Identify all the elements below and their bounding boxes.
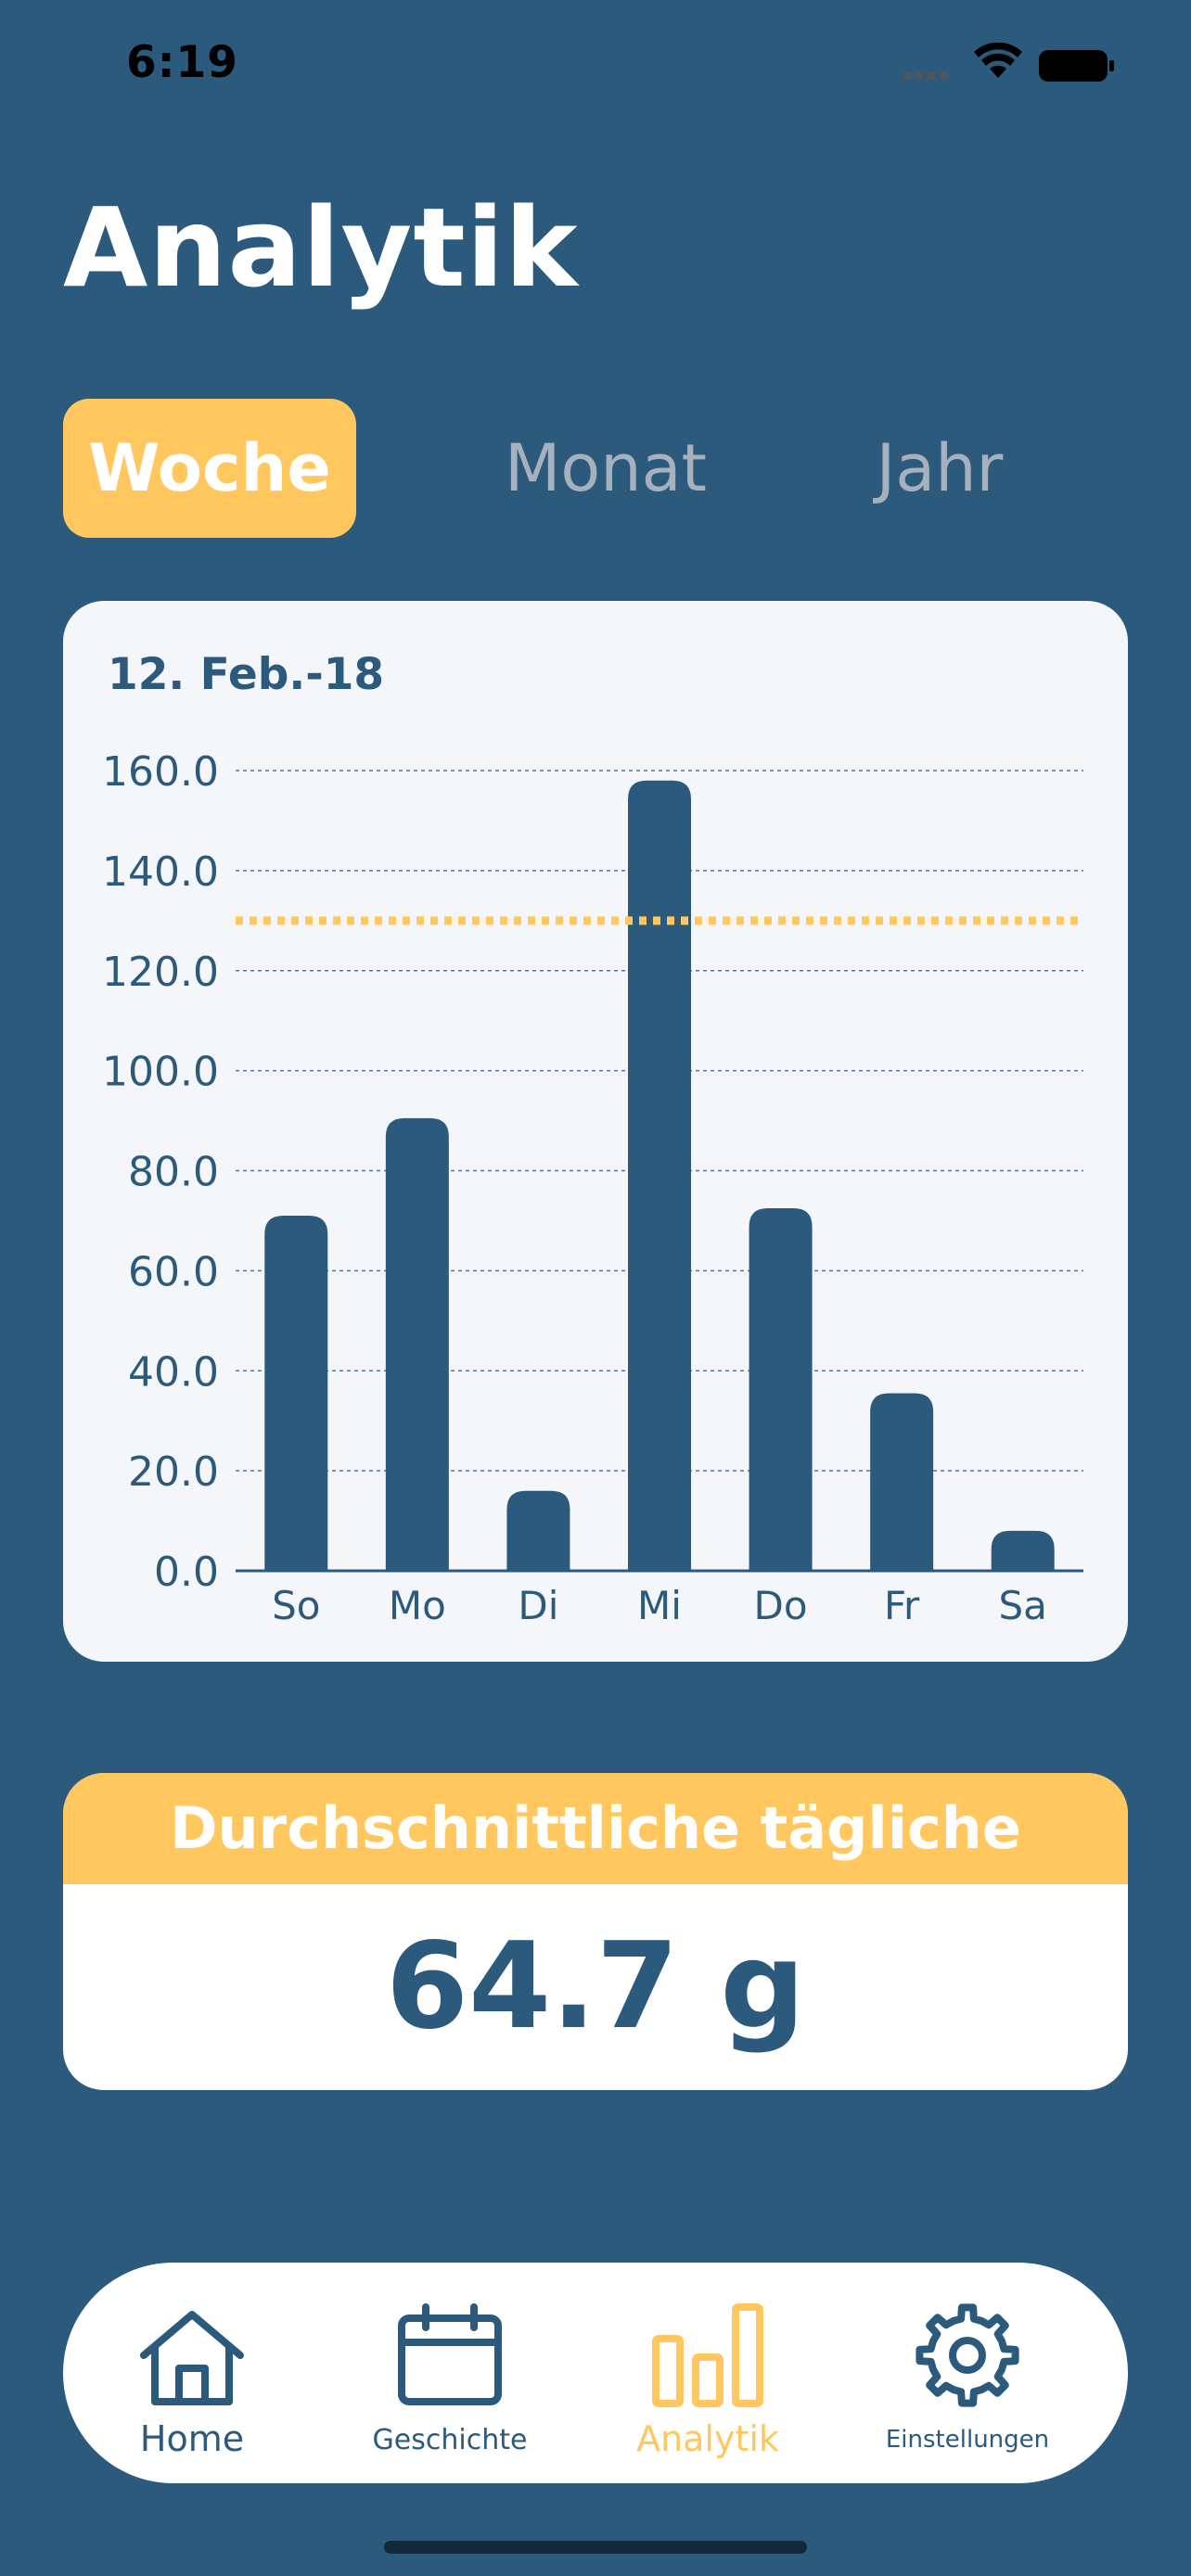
average-value: 64.7 g bbox=[386, 1918, 805, 2056]
tabbar-item-geschichte[interactable]: Geschichte bbox=[325, 2263, 575, 2483]
y-tick-label: 0.0 bbox=[154, 1549, 219, 1596]
status-bar: 6:19 bbox=[0, 0, 1191, 139]
page-title: Analytik bbox=[63, 184, 579, 312]
y-tick-label: 160.0 bbox=[102, 748, 219, 796]
tab-jahr[interactable]: Jahr bbox=[876, 430, 1004, 506]
x-tick-label: So bbox=[272, 1583, 320, 1628]
y-tick-label: 80.0 bbox=[128, 1149, 219, 1196]
status-icons bbox=[903, 43, 1114, 82]
x-tick-label: Fr bbox=[884, 1583, 920, 1628]
home-icon bbox=[140, 2311, 244, 2405]
tab-woche[interactable]: Woche bbox=[63, 399, 356, 538]
bar-mi bbox=[628, 780, 691, 1571]
bar-mo bbox=[385, 1117, 449, 1571]
gear-outline bbox=[916, 2303, 1019, 2407]
chart-card: 12. Feb.-18 0.0 20.0 40.0 60.0 80.0 100.0 120.… bbox=[63, 601, 1128, 1662]
wifi-icon bbox=[974, 43, 1022, 78]
battery-icon bbox=[1039, 50, 1114, 82]
y-tick-label: 140.0 bbox=[102, 848, 219, 896]
average-label: Durchschnittliche tägliche bbox=[63, 1773, 1128, 1884]
status-time: 6:19 bbox=[126, 37, 238, 88]
signal-icon bbox=[903, 72, 947, 80]
x-tick-label: Di bbox=[518, 1583, 558, 1628]
bar-so bbox=[264, 1216, 328, 1571]
period-tabs: Woche Monat Jahr bbox=[63, 399, 1128, 538]
y-tick-label: 100.0 bbox=[102, 1049, 219, 1096]
bar-chart-icon bbox=[652, 2303, 763, 2407]
tabbar-label-home: Home bbox=[139, 2418, 245, 2459]
y-tick-label: 120.0 bbox=[102, 949, 219, 996]
bar-sa bbox=[991, 1530, 1055, 1571]
home-indicator bbox=[384, 2541, 807, 2554]
tab-bar: Home Geschichte Analytik Einstellungen bbox=[63, 2263, 1128, 2483]
average-card: Durchschnittliche tägliche 64.7 g bbox=[63, 1773, 1128, 2090]
bar-fr bbox=[870, 1393, 934, 1571]
tabbar-label-geschichte: Geschichte bbox=[372, 2424, 528, 2456]
tab-monat[interactable]: Monat bbox=[505, 430, 707, 506]
bar-chart: 0.0 20.0 40.0 60.0 80.0 100.0 120.0 140.0 160.0 S… bbox=[102, 748, 1083, 1628]
tabbar-item-home[interactable]: Home bbox=[67, 2263, 317, 2483]
y-tick-label: 60.0 bbox=[128, 1248, 219, 1295]
tabbar-label-analytik: Analytik bbox=[636, 2418, 779, 2459]
calendar-icon bbox=[398, 2303, 502, 2405]
bar-di bbox=[506, 1490, 570, 1571]
x-tick-label: Sa bbox=[999, 1583, 1047, 1628]
x-tick-label: Mo bbox=[389, 1583, 446, 1628]
y-tick-label: 40.0 bbox=[128, 1348, 219, 1396]
gear-icon bbox=[916, 2303, 1019, 2407]
tabbar-item-einstellungen[interactable]: Einstellungen bbox=[842, 2263, 1093, 2483]
tabbar-label-einstellungen: Einstellungen bbox=[885, 2426, 1050, 2454]
tabbar-item-analytik[interactable]: Analytik bbox=[583, 2263, 833, 2483]
chart-date-range: 12. Feb.-18 bbox=[108, 649, 385, 700]
x-tick-label: Do bbox=[754, 1583, 808, 1628]
y-tick-label: 20.0 bbox=[128, 1448, 219, 1496]
bar-do bbox=[749, 1207, 813, 1571]
x-tick-label: Mi bbox=[637, 1583, 682, 1628]
